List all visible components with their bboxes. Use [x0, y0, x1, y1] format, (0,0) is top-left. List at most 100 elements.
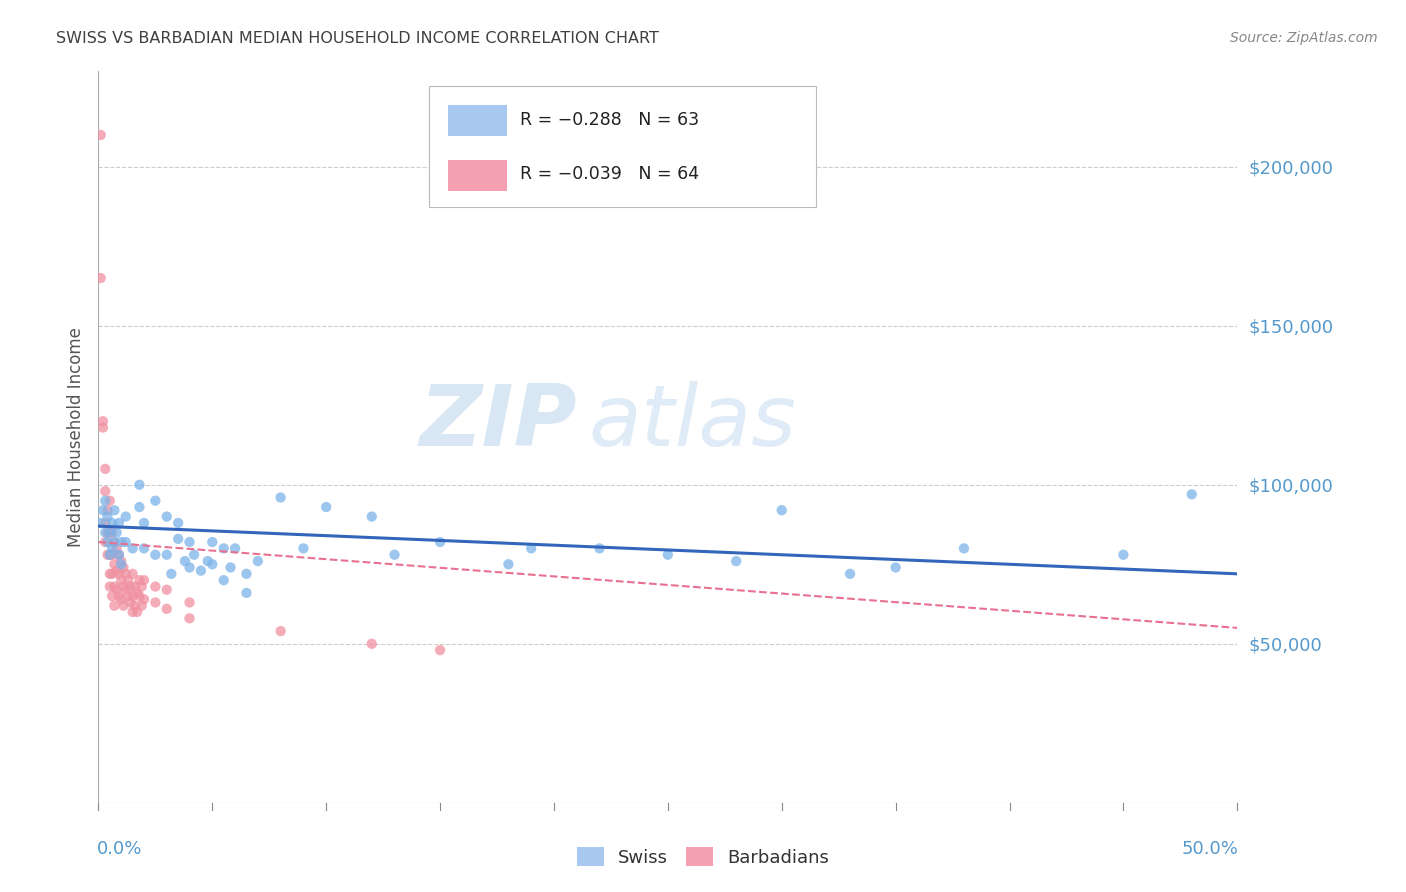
Point	[98, 525, 121, 540]
Point	[98, 525, 121, 540]
Point	[156, 602, 179, 616]
Point	[120, 595, 142, 609]
Point	[128, 589, 150, 603]
Point	[179, 560, 201, 574]
Point	[132, 573, 155, 587]
Point	[101, 516, 124, 530]
Point	[98, 548, 121, 562]
Point	[498, 558, 520, 572]
Point	[167, 532, 190, 546]
Point	[174, 554, 197, 568]
Point	[96, 548, 118, 562]
Point	[98, 548, 121, 562]
Point	[112, 580, 135, 594]
Point	[270, 491, 292, 505]
Point	[224, 541, 246, 556]
Point	[839, 566, 862, 581]
Point	[110, 573, 132, 587]
Point	[98, 493, 121, 508]
Point	[588, 541, 610, 556]
Point	[91, 414, 114, 428]
Point	[103, 503, 125, 517]
Point	[110, 554, 132, 568]
Point	[114, 566, 136, 581]
Point	[108, 548, 131, 562]
Point	[96, 503, 118, 517]
Point	[145, 493, 167, 508]
Point	[132, 516, 155, 530]
Point	[183, 548, 205, 562]
Point	[101, 548, 124, 562]
Point	[103, 558, 125, 572]
Text: 50.0%: 50.0%	[1181, 840, 1239, 858]
Point	[128, 573, 150, 587]
Point	[98, 566, 121, 581]
Point	[112, 560, 135, 574]
Point	[429, 643, 451, 657]
Text: R = −0.288   N = 63: R = −0.288 N = 63	[520, 111, 699, 128]
Point	[103, 599, 125, 613]
Point	[770, 503, 793, 517]
Point	[121, 589, 143, 603]
Point	[1112, 548, 1135, 562]
Point	[360, 509, 382, 524]
Point	[201, 558, 224, 572]
Point	[128, 500, 150, 514]
Point	[235, 586, 257, 600]
Point	[108, 566, 131, 581]
Point	[110, 535, 132, 549]
Point	[117, 573, 139, 587]
Point	[101, 525, 124, 540]
Point	[117, 589, 139, 603]
Point	[91, 420, 114, 434]
Point	[725, 554, 748, 568]
Point	[953, 541, 976, 556]
Point	[101, 541, 124, 556]
Point	[108, 548, 131, 562]
Point	[212, 541, 235, 556]
Point	[270, 624, 292, 638]
Point	[167, 516, 190, 530]
Point	[131, 599, 153, 613]
Point	[110, 592, 132, 607]
Point	[96, 525, 118, 540]
Y-axis label: Median Household Income: Median Household Income	[66, 327, 84, 547]
Point	[90, 271, 112, 285]
Point	[114, 582, 136, 597]
Point	[91, 503, 114, 517]
Point	[127, 586, 149, 600]
Point	[121, 605, 143, 619]
Point	[96, 509, 118, 524]
Point	[197, 554, 219, 568]
Point	[90, 516, 112, 530]
Text: SWISS VS BARBADIAN MEDIAN HOUSEHOLD INCOME CORRELATION CHART: SWISS VS BARBADIAN MEDIAN HOUSEHOLD INCO…	[56, 31, 659, 46]
Point	[384, 548, 406, 562]
Point	[94, 484, 117, 499]
Point	[94, 516, 117, 530]
Point	[235, 566, 257, 581]
Point	[94, 462, 117, 476]
Point	[105, 525, 128, 540]
FancyBboxPatch shape	[429, 86, 815, 207]
Point	[520, 541, 543, 556]
Point	[429, 535, 451, 549]
Point	[105, 582, 128, 597]
Point	[124, 599, 146, 613]
Point	[132, 541, 155, 556]
Point	[105, 564, 128, 578]
Point	[114, 535, 136, 549]
Point	[156, 582, 179, 597]
Point	[101, 566, 124, 581]
Point	[132, 592, 155, 607]
Text: R = −0.039   N = 64: R = −0.039 N = 64	[520, 166, 699, 184]
Point	[212, 573, 235, 587]
Point	[657, 548, 679, 562]
Point	[101, 589, 124, 603]
Point	[1181, 487, 1204, 501]
Point	[179, 595, 201, 609]
FancyBboxPatch shape	[449, 105, 508, 136]
Point	[98, 580, 121, 594]
Point	[156, 509, 179, 524]
FancyBboxPatch shape	[449, 160, 508, 191]
Point	[90, 128, 112, 142]
